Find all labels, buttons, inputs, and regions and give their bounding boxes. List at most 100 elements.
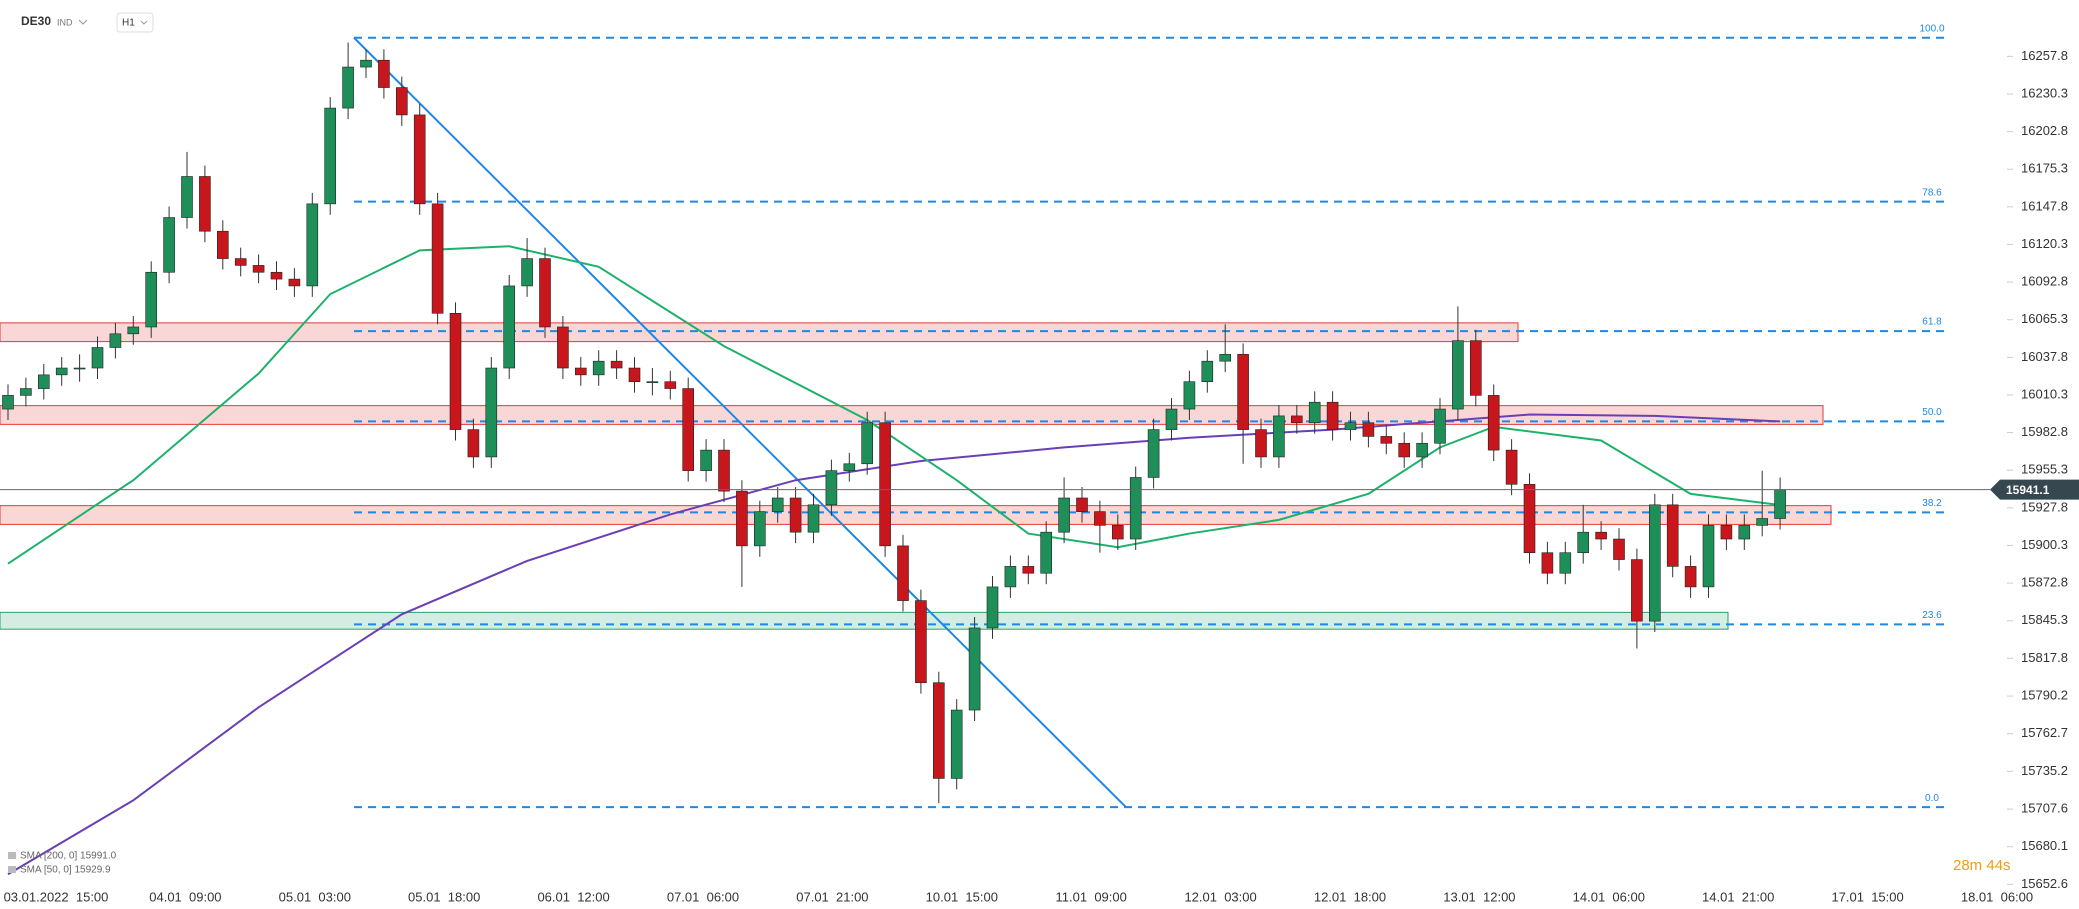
candle-body bbox=[1577, 531, 1589, 554]
candle-body bbox=[37, 374, 50, 389]
candle-body bbox=[288, 278, 301, 287]
candle-body bbox=[503, 285, 516, 369]
axes: 15652.6 15680.1 15707.6 15735.2 15762.7 15790… bbox=[0, 48, 2079, 904]
candle-body bbox=[20, 388, 32, 396]
interval[interactable]: H1 bbox=[122, 18, 135, 29]
x-tick-label: 11.01 09:00 bbox=[1056, 889, 1127, 904]
candle-body bbox=[1702, 525, 1715, 588]
fib-label: 0.0 bbox=[1925, 793, 1939, 804]
timer: 28m 44s bbox=[1953, 857, 2011, 874]
candle-body bbox=[1094, 511, 1106, 526]
candle-body bbox=[1470, 340, 1482, 396]
candle-body bbox=[1255, 429, 1267, 458]
candle-body bbox=[485, 367, 498, 458]
candle-body bbox=[1398, 442, 1410, 458]
symbol[interactable]: DE30 bbox=[21, 14, 51, 28]
y-tick-label: 16257.8 bbox=[2021, 48, 2068, 63]
candle-body bbox=[252, 265, 265, 273]
candle-body bbox=[270, 271, 283, 280]
zone bbox=[0, 322, 1519, 343]
candle-body bbox=[1434, 408, 1446, 444]
candle-body bbox=[1076, 497, 1088, 512]
y-tick-label: 15872.8 bbox=[2021, 575, 2068, 590]
candle-body bbox=[55, 367, 68, 376]
legend-icon bbox=[8, 852, 16, 859]
fib-label: 23.6 bbox=[1922, 610, 1942, 621]
y-tick-label: 15845.3 bbox=[2021, 612, 2068, 627]
candle-body bbox=[342, 66, 354, 109]
candle-body bbox=[718, 449, 730, 492]
y-tick-label: 16010.3 bbox=[2021, 386, 2068, 401]
candle-body bbox=[109, 333, 122, 348]
y-tick-label: 15955.3 bbox=[2021, 462, 2068, 477]
candle-body bbox=[1523, 484, 1536, 554]
candle-body bbox=[1201, 360, 1214, 382]
candle-body bbox=[413, 114, 426, 205]
candle-body bbox=[1613, 538, 1625, 560]
candles bbox=[2, 42, 1786, 804]
candle-body bbox=[557, 326, 569, 369]
legend-entry: SMA [50, 0] 15929.9 bbox=[20, 865, 111, 876]
y-tick-label: 16175.3 bbox=[2021, 161, 2068, 176]
interval-box[interactable] bbox=[116, 12, 154, 33]
x-tick-label: 14.01 21:00 bbox=[1702, 889, 1774, 904]
last-price-label: 15941.1 bbox=[2006, 483, 2050, 497]
last-price-tag bbox=[1990, 479, 2079, 500]
candle-body bbox=[181, 176, 193, 218]
y-tick-label: 16120.3 bbox=[2021, 236, 2068, 251]
candle-body bbox=[1129, 477, 1142, 540]
y-tick-label: 16202.8 bbox=[2021, 123, 2068, 138]
candle-body bbox=[897, 545, 909, 601]
candle-body bbox=[664, 381, 677, 389]
zone bbox=[0, 505, 1832, 525]
x-tick-label: 13.01 12:00 bbox=[1443, 889, 1515, 904]
x-tick-label: 12.01 03:00 bbox=[1184, 889, 1256, 904]
candle-body bbox=[306, 203, 319, 287]
y-tick-label: 16037.8 bbox=[2021, 349, 2068, 364]
dropdown-caret[interactable] bbox=[140, 20, 148, 25]
candle-body bbox=[628, 367, 641, 382]
candle-body bbox=[467, 429, 480, 458]
candle-body bbox=[2, 395, 14, 410]
trend-line bbox=[353, 37, 1127, 808]
candle-body bbox=[1344, 422, 1357, 430]
x-tick-label: 10.01 15:00 bbox=[926, 889, 998, 904]
candle-body bbox=[127, 326, 140, 335]
candle-body bbox=[1380, 436, 1393, 444]
x-tick-label: 04.01 09:00 bbox=[149, 889, 221, 904]
legend-icon bbox=[8, 866, 16, 873]
candle-body bbox=[592, 360, 605, 376]
candle-body bbox=[1720, 525, 1733, 540]
fib-label: 61.8 bbox=[1922, 317, 1942, 328]
y-tick-label: 16230.3 bbox=[2021, 85, 2068, 100]
y-tick-label: 15680.1 bbox=[2021, 838, 2068, 853]
candle-body bbox=[1541, 552, 1554, 574]
x-tick-label: 07.01 06:00 bbox=[667, 889, 739, 904]
candle-body bbox=[1362, 422, 1375, 437]
y-tick-label: 15817.8 bbox=[2021, 650, 2068, 665]
candle-body bbox=[1308, 401, 1321, 424]
candle-body bbox=[825, 470, 838, 506]
candle-body bbox=[1631, 559, 1643, 622]
candle-body bbox=[1505, 449, 1518, 485]
x-tick-label: 14.01 06:00 bbox=[1573, 889, 1645, 904]
candle-body bbox=[1291, 415, 1303, 424]
candle-body bbox=[968, 627, 981, 711]
fib-levels: 100.0 78.6 61.8 50.0 38.2 23.6 0.0 bbox=[353, 23, 1947, 809]
dropdown-caret[interactable] bbox=[78, 19, 88, 25]
candle-body bbox=[1649, 504, 1661, 622]
indicators: SMA [200, 0] 15991.0 SMA [50, 0] 15929.9 bbox=[7, 245, 1781, 876]
sma-line bbox=[7, 413, 1781, 876]
candle-body bbox=[234, 258, 247, 266]
candle-body bbox=[324, 107, 337, 205]
candle-body bbox=[73, 367, 86, 370]
candle-body bbox=[1756, 518, 1768, 526]
candle-body bbox=[771, 497, 784, 512]
zone bbox=[0, 611, 1729, 630]
candle-body bbox=[843, 463, 856, 471]
candle-body bbox=[449, 312, 462, 430]
y-tick-label: 15790.2 bbox=[2021, 688, 2068, 703]
candle-body bbox=[986, 586, 999, 629]
